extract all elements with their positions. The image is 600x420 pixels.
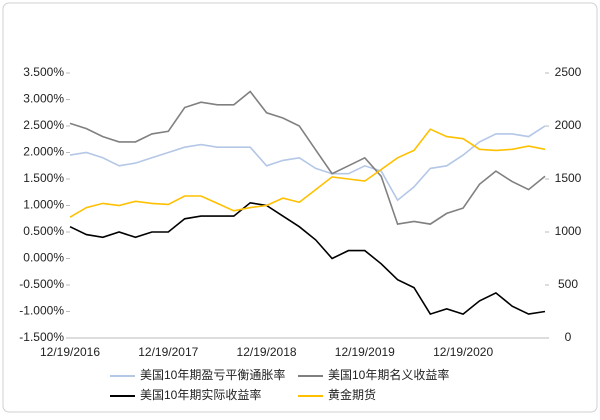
y-tick-label: -1.000% — [19, 304, 64, 318]
y-tick-label: -1.500% — [19, 330, 64, 344]
y2-tick-label: 2000 — [555, 118, 582, 132]
x-tick-label: 12/19/2019 — [335, 345, 395, 359]
series-line — [69, 128, 546, 218]
y2-tick-label: 0 — [565, 330, 572, 344]
legend-label: 黄金期货 — [328, 387, 376, 402]
x-tick-label: 12/19/2018 — [237, 345, 297, 359]
y-tick-label: 2.500% — [23, 118, 64, 132]
y-tick-label: -0.500% — [19, 277, 64, 291]
y2-tick-label: 1500 — [555, 171, 582, 185]
legend-label: 美国10年期名义收益率 — [328, 367, 449, 382]
y-tick-label: 2.000% — [23, 145, 64, 159]
legend-label: 美国10年期盈亏平衡通胀率 — [140, 367, 285, 382]
y-tick-label: 1.000% — [23, 198, 64, 212]
y-tick-label: 0.000% — [23, 251, 64, 265]
y-tick-label: 3.500% — [23, 65, 64, 79]
x-tick-label: 12/19/2017 — [138, 345, 198, 359]
y-tick-label: 3.000% — [23, 92, 64, 106]
y2-tick-label: 2500 — [555, 65, 582, 79]
series-line — [69, 125, 546, 202]
legend-label: 美国10年期实际收益率 — [140, 387, 261, 402]
x-tick-label: 12/19/2016 — [40, 345, 100, 359]
y-tick-label: 1.500% — [23, 171, 64, 185]
y2-tick-label: 1000 — [555, 224, 582, 238]
x-tick-label: 12/19/2020 — [433, 345, 493, 359]
y-tick-label: 0.500% — [23, 224, 64, 238]
series-line — [69, 201, 546, 316]
series-line — [69, 90, 546, 225]
y2-tick-label: 500 — [558, 277, 578, 291]
